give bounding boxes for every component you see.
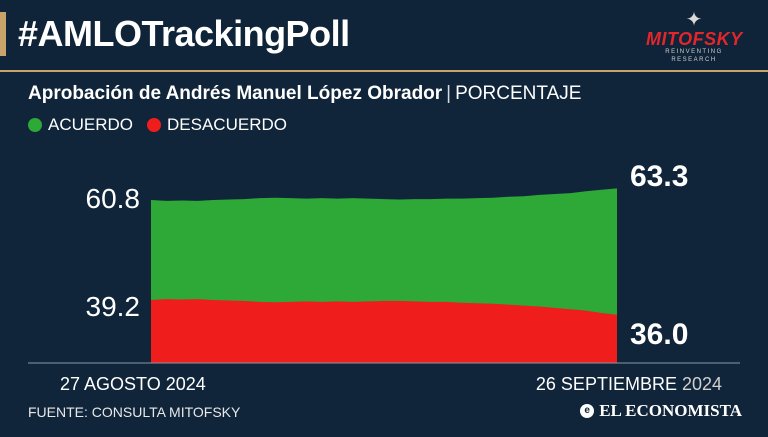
header-bar: #AMLOTrackingPoll ✦ MITOFSKY REINVENTING… [0, 0, 768, 70]
subtitle-unit: PORCENTAJE [455, 83, 582, 104]
eagle-wing-icon: ✦ [685, 9, 703, 31]
end-value-desacuerdo: 36.0 [630, 318, 688, 351]
legend-dot-acuerdo [28, 118, 42, 132]
el-economista-logo-icon: e [580, 404, 595, 418]
x-label-end: 26 SEPTIEMBRE 2024 [536, 374, 722, 394]
start-value-acuerdo: 60.8 [86, 183, 141, 214]
mitofsky-tagline: REINVENTING RESEARCH [665, 49, 723, 63]
mitofsky-brand: MITOFSKY [646, 29, 743, 49]
source-note: FUENTE: CONSULTA MITOFSKY [28, 404, 241, 420]
mitofsky-logo: ✦ MITOFSKY REINVENTING RESEARCH [646, 9, 743, 63]
chart-legend: ACUERDO DESACUERDO [28, 114, 301, 136]
legend-label-acuerdo: ACUERDO [48, 115, 134, 134]
area-desacuerdo [151, 299, 617, 363]
title-accent-bar [0, 12, 6, 56]
x-label-start: 27 AGOSTO 2024 [60, 374, 206, 394]
legend-item-desacuerdo: DESACUERDO [147, 114, 287, 136]
chart-subtitle: Aprobación de Andrés Manuel López Obrado… [28, 82, 581, 106]
x-label-end-year: 2024 [682, 374, 722, 394]
legend-item-acuerdo: ACUERDO [28, 114, 133, 136]
legend-label-desacuerdo: DESACUERDO [167, 115, 287, 134]
x-label-end-day: 26 SEPTIEMBRE [536, 374, 677, 394]
end-value-acuerdo: 63.3 [630, 160, 688, 193]
el-economista-label: EL ECONOMISTA [599, 401, 742, 420]
legend-dot-desacuerdo [147, 118, 162, 132]
el-economista-logo: e EL ECONOMISTA [580, 402, 742, 420]
subtitle-main: Aprobación de Andrés Manuel López Obrado… [28, 83, 443, 104]
subtitle-separator: | [446, 83, 452, 104]
start-value-desacuerdo: 39.2 [86, 291, 141, 322]
header-divider [0, 70, 768, 72]
page-title: #AMLOTrackingPoll [18, 13, 350, 54]
